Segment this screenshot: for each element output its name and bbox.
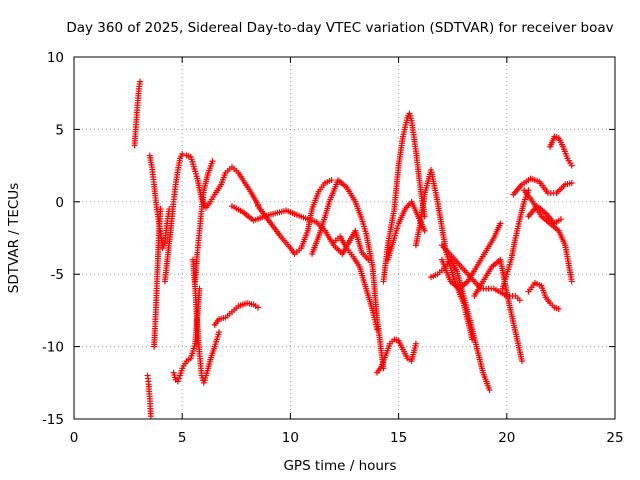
data-point <box>568 179 575 186</box>
series-seg-j <box>211 300 261 328</box>
series-seg-a <box>131 78 144 149</box>
y-axis-label: SDTVAR / TECUs <box>6 183 22 293</box>
chart-title: Day 360 of 2025, Sidereal Day-to-day VTE… <box>66 20 613 36</box>
data-point <box>568 278 575 285</box>
x-tick-label: 10 <box>282 430 299 446</box>
data-point <box>412 340 419 347</box>
data-point <box>157 206 164 213</box>
data-point <box>486 387 493 394</box>
data-point <box>555 305 562 312</box>
axis-ticks: 0 5 10 15 20 25 -15 -10 -5 0 5 10 <box>42 50 624 446</box>
data-point <box>159 245 166 252</box>
data-point <box>557 216 564 223</box>
series-seg-s <box>428 256 493 394</box>
data-point <box>568 162 575 169</box>
y-tick-label: -15 <box>42 412 64 428</box>
data-point <box>209 158 216 165</box>
series-seg-w <box>499 187 532 292</box>
data-point <box>328 177 335 184</box>
data-point <box>137 78 144 85</box>
trace-marker <box>175 375 182 382</box>
data-point <box>516 297 523 304</box>
x-tick-label: 5 <box>178 430 187 446</box>
data-point <box>254 304 261 311</box>
series-seg-e <box>161 151 186 285</box>
y-tick-label: 10 <box>47 50 64 66</box>
data-point <box>174 378 181 385</box>
x-tick-label: 0 <box>70 430 79 446</box>
x-tick-label: 25 <box>606 430 623 446</box>
series-seg-v <box>471 256 525 365</box>
data-point <box>215 329 222 336</box>
series-seg-ab <box>525 279 562 312</box>
series-seg-i <box>192 158 216 285</box>
x-axis-label: GPS time / hours <box>283 458 396 474</box>
grid <box>74 57 615 419</box>
y-tick-label: 5 <box>55 122 64 138</box>
trace-marker <box>160 242 167 249</box>
series-seg-h <box>190 256 222 386</box>
series-seg-d <box>151 206 164 350</box>
series-seg-t <box>438 220 504 292</box>
series-seg-o <box>373 336 419 376</box>
data-points <box>131 78 575 420</box>
data-point <box>421 227 428 234</box>
x-tick-label: 15 <box>390 430 407 446</box>
x-tick-label: 20 <box>498 430 515 446</box>
series-seg-c <box>144 372 154 420</box>
series-seg-x <box>510 175 575 198</box>
data-point <box>497 220 504 227</box>
data-point <box>518 358 525 365</box>
y-tick-label: -10 <box>42 340 64 356</box>
plot-frame <box>73 56 616 420</box>
y-tick-label: -5 <box>51 267 64 283</box>
series-seg-aa <box>547 133 575 169</box>
data-point <box>179 151 186 158</box>
data-point <box>147 413 154 420</box>
y-tick-label: 0 <box>55 195 64 211</box>
series-seg-z <box>525 203 564 227</box>
